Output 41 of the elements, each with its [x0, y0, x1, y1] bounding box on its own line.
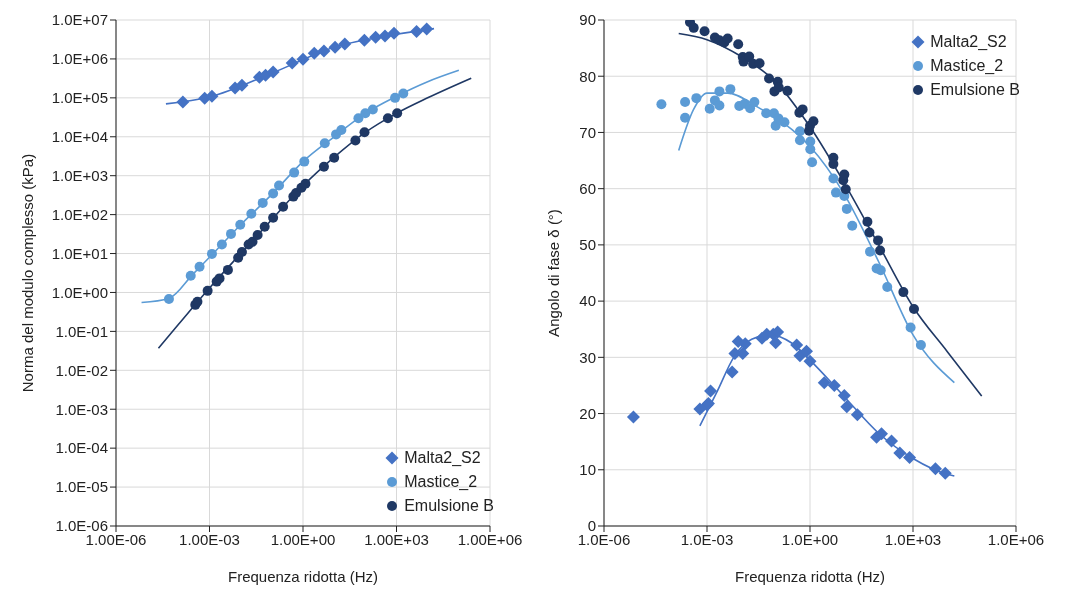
x-tick-label: 1.00E+03: [364, 530, 429, 548]
legend-label: Malta2_S2: [404, 449, 481, 467]
y-tick-label: 0: [587, 517, 596, 535]
legend-label: Mastice_2: [404, 473, 478, 491]
legend-label: Mastice_2: [930, 57, 1004, 75]
y-tick-label: 1.0E+02: [51, 205, 108, 223]
y-tick-label: 1.0E+04: [51, 128, 108, 146]
y-tick-label: 1.0E-01: [55, 322, 108, 340]
y-axis-title: Angolo di fase δ (°): [545, 209, 563, 337]
y-tick-label: 1.0E+06: [51, 50, 108, 68]
x-axis-title: Frequenza ridotta (Hz): [227, 568, 379, 585]
legend-label: Emulsione B: [404, 497, 494, 515]
y-tick-label: 1.0E-04: [55, 439, 108, 457]
x-tick-label: 1.00E-03: [179, 530, 240, 548]
y-tick-label: 1.0E+01: [51, 244, 108, 262]
y-tick-label: 80: [579, 67, 596, 85]
y-tick-label: 1.0E+03: [51, 167, 108, 185]
legend-label: Emulsione B: [930, 81, 1020, 99]
x-tick-label: 1.00E+00: [270, 530, 336, 548]
y-tick-label: 60: [579, 179, 596, 197]
y-tick-label: 70: [579, 123, 596, 141]
y-tick-label: 1.0E-05: [55, 478, 108, 496]
y-tick-label: 40: [579, 292, 596, 310]
x-tick-label: 1.00E+06: [457, 530, 523, 548]
legend-label: Malta2_S2: [930, 33, 1007, 51]
y-tick-label: 10: [579, 461, 596, 479]
y-tick-label: 1.0E+00: [51, 283, 108, 301]
x-tick-label: 1.0E-03: [680, 530, 734, 548]
x-axis-title: Frequenza ridotta (Hz): [734, 568, 886, 585]
y-tick-label: 30: [579, 348, 596, 366]
x-tick-label: 1.0E+00: [781, 530, 839, 548]
y-tick-label: 1.0E-02: [55, 361, 108, 379]
y-tick-label: 20: [579, 404, 596, 422]
y-tick-label: 50: [579, 236, 596, 254]
y-tick-label: 90: [579, 11, 596, 29]
y-tick-label: 1.0E+05: [51, 89, 108, 107]
x-tick-label: 1.0E+03: [884, 530, 942, 548]
x-tick-label: 1.0E+06: [987, 530, 1045, 548]
y-tick-label: 1.0E+07: [51, 11, 108, 29]
y-tick-label: 1.0E-03: [55, 400, 108, 418]
y-axis-title: Norma del modulo complesso (kPa): [19, 153, 37, 393]
